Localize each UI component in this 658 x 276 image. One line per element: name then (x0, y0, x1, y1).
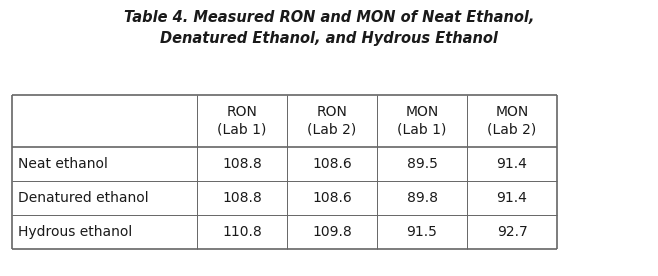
Text: 91.4: 91.4 (497, 191, 528, 205)
Text: 89.5: 89.5 (407, 157, 438, 171)
Text: Table 4. Measured RON and MON of Neat Ethanol,
Denatured Ethanol, and Hydrous Et: Table 4. Measured RON and MON of Neat Et… (124, 10, 534, 46)
Text: 108.8: 108.8 (222, 157, 262, 171)
Text: 89.8: 89.8 (407, 191, 438, 205)
Text: 108.6: 108.6 (312, 157, 352, 171)
Text: RON
(Lab 1): RON (Lab 1) (217, 105, 266, 137)
Text: MON
(Lab 1): MON (Lab 1) (397, 105, 447, 137)
Text: 108.6: 108.6 (312, 191, 352, 205)
Text: MON
(Lab 2): MON (Lab 2) (488, 105, 537, 137)
Text: 108.8: 108.8 (222, 191, 262, 205)
Text: 110.8: 110.8 (222, 225, 262, 239)
Text: Hydrous ethanol: Hydrous ethanol (18, 225, 132, 239)
Text: 109.8: 109.8 (312, 225, 352, 239)
Text: RON
(Lab 2): RON (Lab 2) (307, 105, 357, 137)
Text: 91.5: 91.5 (407, 225, 438, 239)
Text: 91.4: 91.4 (497, 157, 528, 171)
Text: Denatured ethanol: Denatured ethanol (18, 191, 149, 205)
Text: Neat ethanol: Neat ethanol (18, 157, 108, 171)
Text: 92.7: 92.7 (497, 225, 527, 239)
